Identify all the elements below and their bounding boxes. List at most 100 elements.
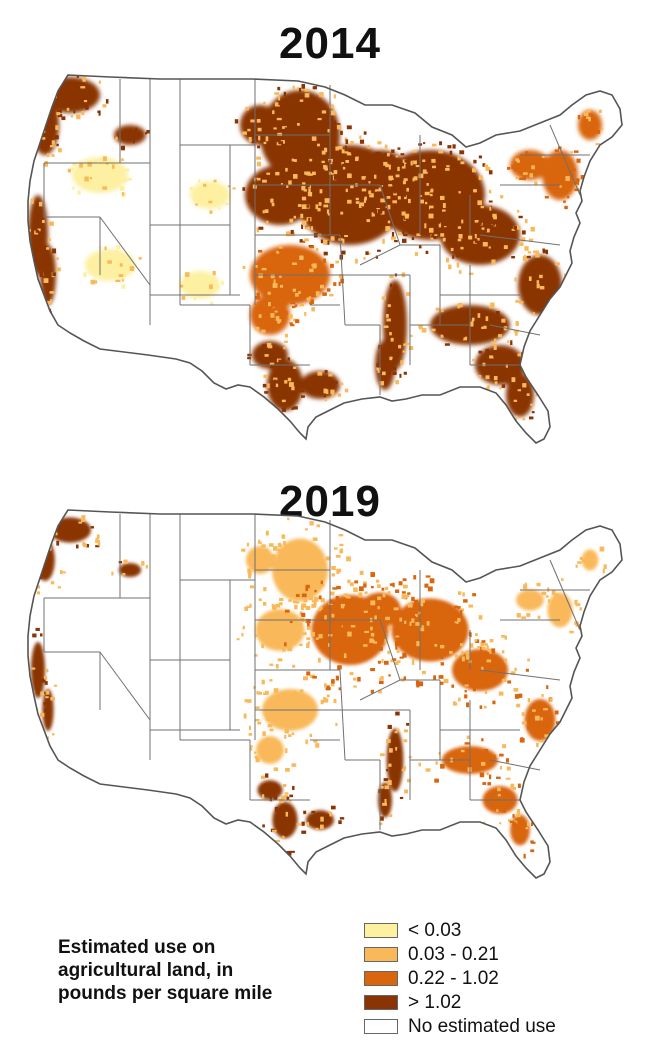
use-speckle: [34, 219, 39, 222]
use-speckle: [331, 805, 336, 810]
use-speckle: [267, 739, 272, 743]
use-speckle: [301, 589, 305, 593]
use-speckle: [316, 524, 321, 528]
use-speckle: [338, 687, 342, 691]
use-speckle: [308, 217, 311, 223]
use-speckle: [330, 606, 336, 610]
use-speckle: [258, 632, 263, 635]
use-speckle: [306, 109, 310, 115]
use-speckle: [485, 316, 489, 322]
use-speckle: [537, 615, 541, 619]
use-speckle: [545, 310, 551, 314]
use-speckle: [291, 386, 295, 391]
use-speckle: [293, 697, 298, 700]
use-speckle: [539, 740, 544, 743]
use-speckle: [381, 659, 384, 664]
use-speckle: [309, 268, 314, 273]
use-speckle: [112, 164, 115, 169]
use-speckle: [576, 158, 581, 163]
use-speckle: [465, 756, 468, 760]
use-speckle: [380, 211, 385, 215]
use-speckle: [333, 381, 338, 384]
use-speckle: [376, 171, 381, 175]
use-speckle: [522, 418, 526, 421]
use-speckle: [390, 659, 394, 663]
use-speckle: [373, 216, 377, 220]
use-speckle: [366, 613, 369, 616]
use-speckle: [257, 351, 261, 356]
use-speckle: [575, 623, 579, 627]
use-speckle: [343, 593, 348, 597]
use-speckle: [294, 304, 298, 307]
use-speckle: [323, 185, 327, 190]
use-speckle: [273, 688, 279, 693]
use-speckle: [255, 634, 258, 637]
use-speckle: [465, 654, 470, 660]
use-speckle: [492, 700, 496, 705]
use-speckle: [518, 177, 523, 180]
use-speckle: [395, 354, 398, 357]
use-speckle: [399, 163, 404, 167]
use-speckle: [502, 678, 507, 682]
use-speckle: [360, 219, 364, 223]
use-area-texas_gulf: [267, 359, 303, 411]
use-speckle: [345, 160, 350, 163]
use-speckle: [291, 407, 294, 411]
use-speckle: [391, 162, 394, 167]
use-speckle: [515, 226, 521, 230]
use-speckle: [289, 218, 294, 223]
use-speckle: [80, 171, 83, 176]
use-speckle: [377, 660, 381, 664]
use-speckle: [384, 586, 389, 591]
use-speckle: [559, 293, 563, 299]
use-speckle: [261, 643, 264, 649]
use-speckle: [420, 598, 425, 603]
use-speckle: [45, 696, 49, 699]
state-boundary: [339, 669, 346, 761]
use-speckle: [282, 647, 286, 652]
use-speckle: [56, 112, 61, 116]
use-speckle: [513, 329, 519, 333]
use-speckle: [414, 613, 418, 618]
use-speckle: [272, 283, 278, 288]
use-speckle: [448, 764, 452, 767]
use-speckle: [277, 294, 280, 299]
use-speckle: [489, 358, 494, 364]
use-speckle: [430, 235, 434, 238]
use-speckle: [94, 168, 99, 173]
use-speckle: [486, 334, 489, 339]
use-speckle: [285, 157, 290, 161]
state-boundary: [359, 244, 401, 266]
use-speckle: [288, 314, 293, 319]
use-speckle: [409, 621, 412, 626]
use-speckle: [315, 743, 320, 748]
use-speckle: [526, 393, 530, 396]
use-speckle: [484, 650, 490, 656]
use-speckle: [512, 821, 517, 827]
use-speckle: [487, 650, 492, 654]
use-speckle: [549, 698, 553, 703]
use-speckle: [403, 233, 408, 237]
use-speckle: [435, 307, 440, 311]
use-speckle: [359, 202, 365, 207]
use-speckle: [472, 235, 476, 238]
use-speckle: [529, 808, 535, 813]
use-speckle: [277, 416, 281, 419]
use-speckle: [563, 598, 567, 603]
use-speckle: [440, 233, 445, 237]
use-speckle: [402, 350, 406, 353]
use-speckle: [334, 201, 339, 207]
use-speckle: [56, 267, 61, 272]
use-speckle: [320, 141, 325, 145]
use-speckle: [295, 293, 299, 297]
use-speckle: [417, 631, 421, 636]
use-speckle: [300, 162, 304, 166]
use-speckle: [377, 606, 380, 610]
use-speckle: [297, 123, 300, 126]
use-speckle: [312, 263, 317, 269]
use-speckle: [53, 684, 58, 687]
use-speckle: [299, 643, 303, 647]
use-speckle: [338, 534, 344, 537]
use-speckle: [323, 251, 328, 256]
use-speckle: [288, 599, 292, 602]
